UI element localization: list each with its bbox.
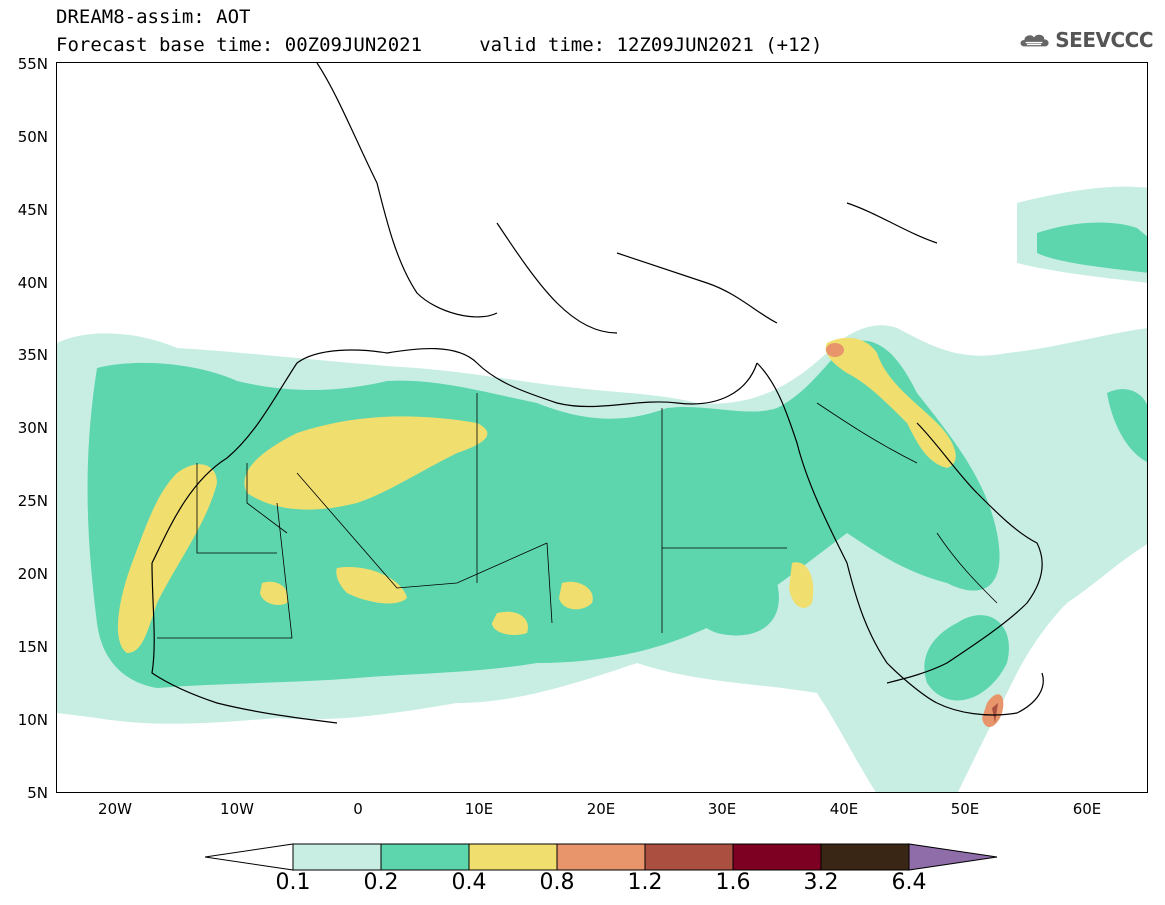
colorbar-label: 0.8 bbox=[539, 870, 575, 895]
aot-map bbox=[56, 62, 1148, 793]
lat-label: 45N bbox=[17, 201, 48, 219]
lon-label: 50E bbox=[950, 800, 980, 818]
lon-label: 60E bbox=[1072, 800, 1102, 818]
colorbar-arrow-high bbox=[908, 843, 998, 871]
colorbar bbox=[205, 843, 998, 871]
lat-label: 50N bbox=[17, 128, 48, 146]
colorbar-label: 1.6 bbox=[715, 870, 751, 895]
lon-label: 20E bbox=[586, 800, 616, 818]
lon-label: 0 bbox=[353, 800, 363, 818]
lat-label: 55N bbox=[17, 55, 48, 73]
lat-label: 25N bbox=[17, 492, 48, 510]
logo-text: SEEVCCC bbox=[1055, 28, 1153, 52]
lat-label: 35N bbox=[17, 346, 48, 364]
aot-band-high bbox=[117, 337, 956, 653]
colorbar-label: 0.2 bbox=[363, 870, 399, 895]
aot-band-peak bbox=[826, 343, 1004, 728]
borders bbox=[157, 393, 998, 639]
cloud-icon bbox=[1020, 34, 1049, 47]
lon-label: 30E bbox=[707, 800, 737, 818]
lon-label: 40E bbox=[829, 800, 859, 818]
colorbar-label: 0.1 bbox=[275, 870, 311, 895]
colorbar-arrow-low bbox=[205, 843, 294, 871]
lat-label: 30N bbox=[17, 419, 48, 437]
colorbar-bin bbox=[556, 843, 646, 871]
lat-label: 40N bbox=[17, 274, 48, 292]
colorbar-label: 1.2 bbox=[627, 870, 663, 895]
colorbar-bin bbox=[468, 843, 558, 871]
colorbar-label: 6.4 bbox=[891, 870, 927, 895]
colorbar-bin bbox=[820, 843, 910, 871]
colorbar-bin bbox=[292, 843, 382, 871]
lat-label: 5N bbox=[27, 784, 48, 802]
lon-label: 10E bbox=[464, 800, 494, 818]
lat-label: 20N bbox=[17, 565, 48, 583]
lat-label: 15N bbox=[17, 638, 48, 656]
colorbar-bin bbox=[380, 843, 470, 871]
seevccc-logo: SEEVCCC bbox=[1018, 24, 1153, 56]
forecast-time-line: Forecast base time: 00Z09JUN2021 valid t… bbox=[56, 34, 823, 56]
lon-label: 20W bbox=[98, 800, 132, 818]
lon-label: 10W bbox=[220, 800, 254, 818]
map-title: DREAM8-assim: AOT bbox=[56, 6, 251, 28]
lat-label: 10N bbox=[17, 711, 48, 729]
coastlines bbox=[151, 63, 1044, 724]
colorbar-bin bbox=[644, 843, 734, 871]
aot-field bbox=[57, 63, 1147, 792]
aot-band-mid bbox=[87, 222, 1147, 701]
colorbar-label: 0.4 bbox=[451, 870, 487, 895]
colorbar-bin bbox=[732, 843, 822, 871]
colorbar-label: 3.2 bbox=[803, 870, 839, 895]
